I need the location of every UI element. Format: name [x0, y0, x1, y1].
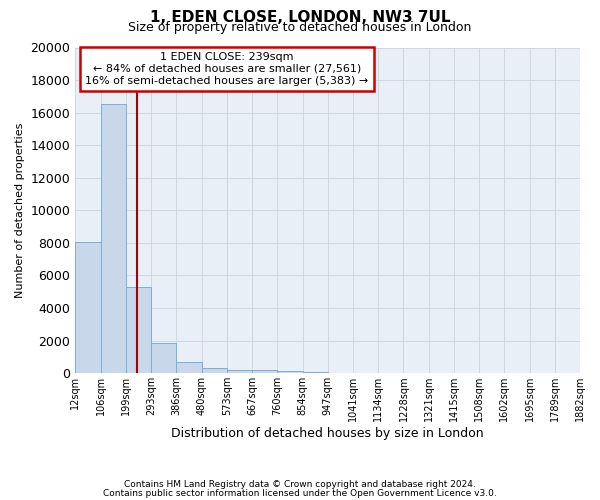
Y-axis label: Number of detached properties: Number of detached properties: [15, 122, 25, 298]
Text: 1, EDEN CLOSE, LONDON, NW3 7UL: 1, EDEN CLOSE, LONDON, NW3 7UL: [150, 10, 450, 25]
Bar: [252, 370, 277, 373]
X-axis label: Distribution of detached houses by size in London: Distribution of detached houses by size …: [172, 427, 484, 440]
Bar: [126, 287, 151, 373]
Bar: [176, 362, 202, 373]
Bar: [151, 342, 176, 373]
Text: 1 EDEN CLOSE: 239sqm
← 84% of detached houses are smaller (27,561)
16% of semi-d: 1 EDEN CLOSE: 239sqm ← 84% of detached h…: [85, 52, 368, 86]
Text: Contains public sector information licensed under the Open Government Licence v3: Contains public sector information licen…: [103, 488, 497, 498]
Bar: [302, 372, 328, 373]
Bar: [277, 370, 302, 373]
Bar: [227, 370, 252, 373]
Bar: [75, 242, 101, 373]
Bar: [101, 104, 126, 373]
Text: Size of property relative to detached houses in London: Size of property relative to detached ho…: [128, 21, 472, 34]
Bar: [202, 368, 227, 373]
Text: Contains HM Land Registry data © Crown copyright and database right 2024.: Contains HM Land Registry data © Crown c…: [124, 480, 476, 489]
